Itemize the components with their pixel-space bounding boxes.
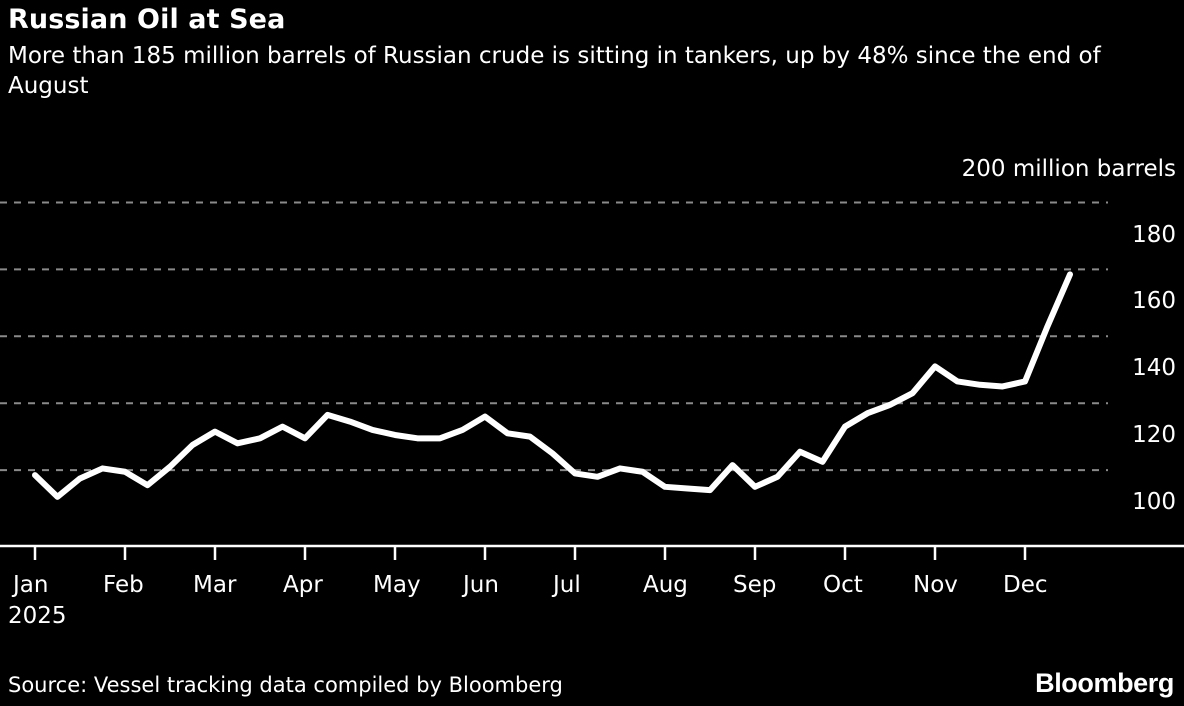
y-axis-unit-label: 200 million barrels	[961, 156, 1176, 182]
y-tick-label-120: 120	[1132, 422, 1176, 449]
data-series-line	[32, 271, 1073, 500]
x-tick-label-jan: Jan	[13, 572, 49, 598]
chart-header: Russian Oil at Sea More than 185 million…	[8, 4, 1168, 101]
x-tick-label-sep: Sep	[733, 572, 777, 598]
y-tick-label-140: 140	[1132, 355, 1176, 382]
x-axis-year-label: 2025	[8, 603, 67, 629]
chart-subtitle: More than 185 million barrels of Russian…	[8, 43, 1101, 99]
x-tick-label-apr: Apr	[283, 572, 323, 598]
y-tick-label-180: 180	[1132, 221, 1176, 248]
x-tick-label-jul: Jul	[553, 572, 581, 598]
x-tick-label-feb: Feb	[103, 572, 144, 598]
x-tick-label-dec: Dec	[1003, 572, 1048, 598]
source-note: Source: Vessel tracking data compiled by…	[8, 673, 563, 697]
page-title: Russian Oil at Sea	[8, 4, 286, 35]
gridlines-group	[0, 201, 1108, 472]
x-tick-label-oct: Oct	[823, 572, 863, 598]
bloomberg-logo: Bloomberg	[1035, 668, 1174, 698]
x-tick-label-mar: Mar	[193, 572, 237, 598]
y-tick-label-100: 100	[1132, 489, 1176, 516]
x-tick-label-aug: Aug	[643, 572, 688, 598]
x-tick-label-may: May	[373, 572, 421, 598]
x-tick-label-nov: Nov	[913, 572, 958, 598]
x-axis-ticks-group	[33, 546, 1027, 560]
y-tick-label-160: 160	[1132, 288, 1176, 315]
x-tick-label-jun: Jun	[463, 572, 499, 598]
